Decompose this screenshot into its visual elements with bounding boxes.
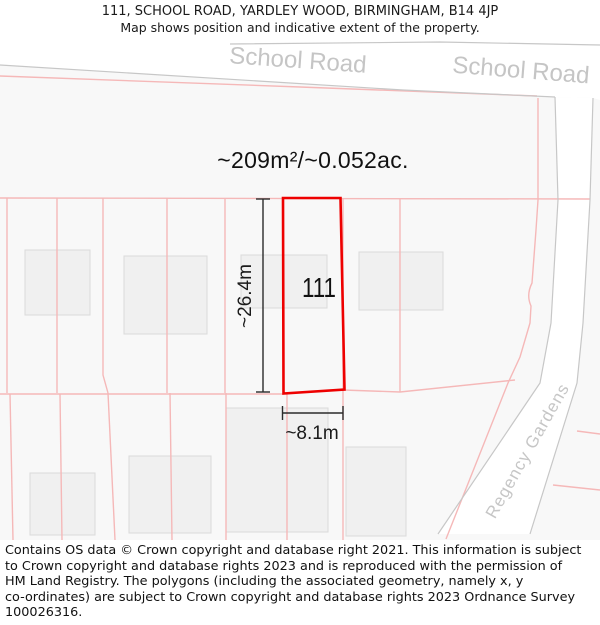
footer-line: co-ordinates) are subject to Crown copyr…	[5, 589, 576, 605]
regency-gardens-east-edge	[529, 97, 594, 535]
buildings	[24, 249, 444, 537]
map-description-subtitle: Map shows position and indicative extent…	[120, 20, 480, 35]
footer-line: to Crown copyright and database rights 2…	[5, 558, 563, 574]
footer-line: 100026316.	[5, 605, 83, 621]
boundary-vertical	[9, 393, 14, 540]
boundary-vertical	[59, 393, 63, 540]
footer-line: HM Land Registry. The polygons (includin…	[5, 574, 524, 590]
building	[345, 446, 407, 537]
boundary-bottom-horizontal	[342, 379, 516, 393]
map-header: 111, SCHOOL ROAD, YARDLEY WOOD, BIRMINGH…	[0, 0, 600, 40]
boundary-vertical	[102, 198, 109, 394]
school-road-north-edge	[229, 41, 600, 46]
regency-gardens-west-edge	[437, 96, 559, 535]
building	[225, 407, 329, 533]
plot-number-label: 111	[302, 272, 336, 303]
road-edges	[0, 41, 600, 535]
width-measurement	[281, 406, 344, 420]
school-road-south-edge	[0, 64, 556, 98]
school-road-surface	[0, 40, 600, 100]
building	[123, 255, 208, 335]
map-svg: School Road School Road ~209m²/~0.052ac.…	[0, 40, 600, 540]
plot-area-label: ~209m²/~0.052ac.	[217, 147, 408, 173]
road-surfaces	[0, 40, 600, 534]
boundary-vertical	[107, 392, 116, 540]
regency-gardens-surface	[438, 97, 593, 534]
boundary-vertical	[169, 392, 173, 540]
boundary-regency-west	[445, 98, 539, 540]
boundary-east-stub	[576, 430, 600, 435]
plot-outline	[281, 196, 346, 395]
width-dimension-label: ~8.1m	[285, 423, 338, 444]
footer-line: Contains OS data © Crown copyright and d…	[5, 543, 582, 558]
building	[358, 251, 444, 311]
copyright-footer: Contains OS data © Crown copyright and d…	[0, 540, 600, 621]
boundary-east-stub	[552, 484, 600, 491]
depth-dimension-label: ~26.4m	[235, 264, 256, 328]
map-canvas: School Road School Road ~209m²/~0.052ac.…	[0, 40, 600, 540]
property-address-title: 111, SCHOOL ROAD, YARDLEY WOOD, BIRMINGH…	[101, 4, 499, 19]
depth-measurement	[256, 198, 270, 393]
building	[128, 455, 212, 534]
